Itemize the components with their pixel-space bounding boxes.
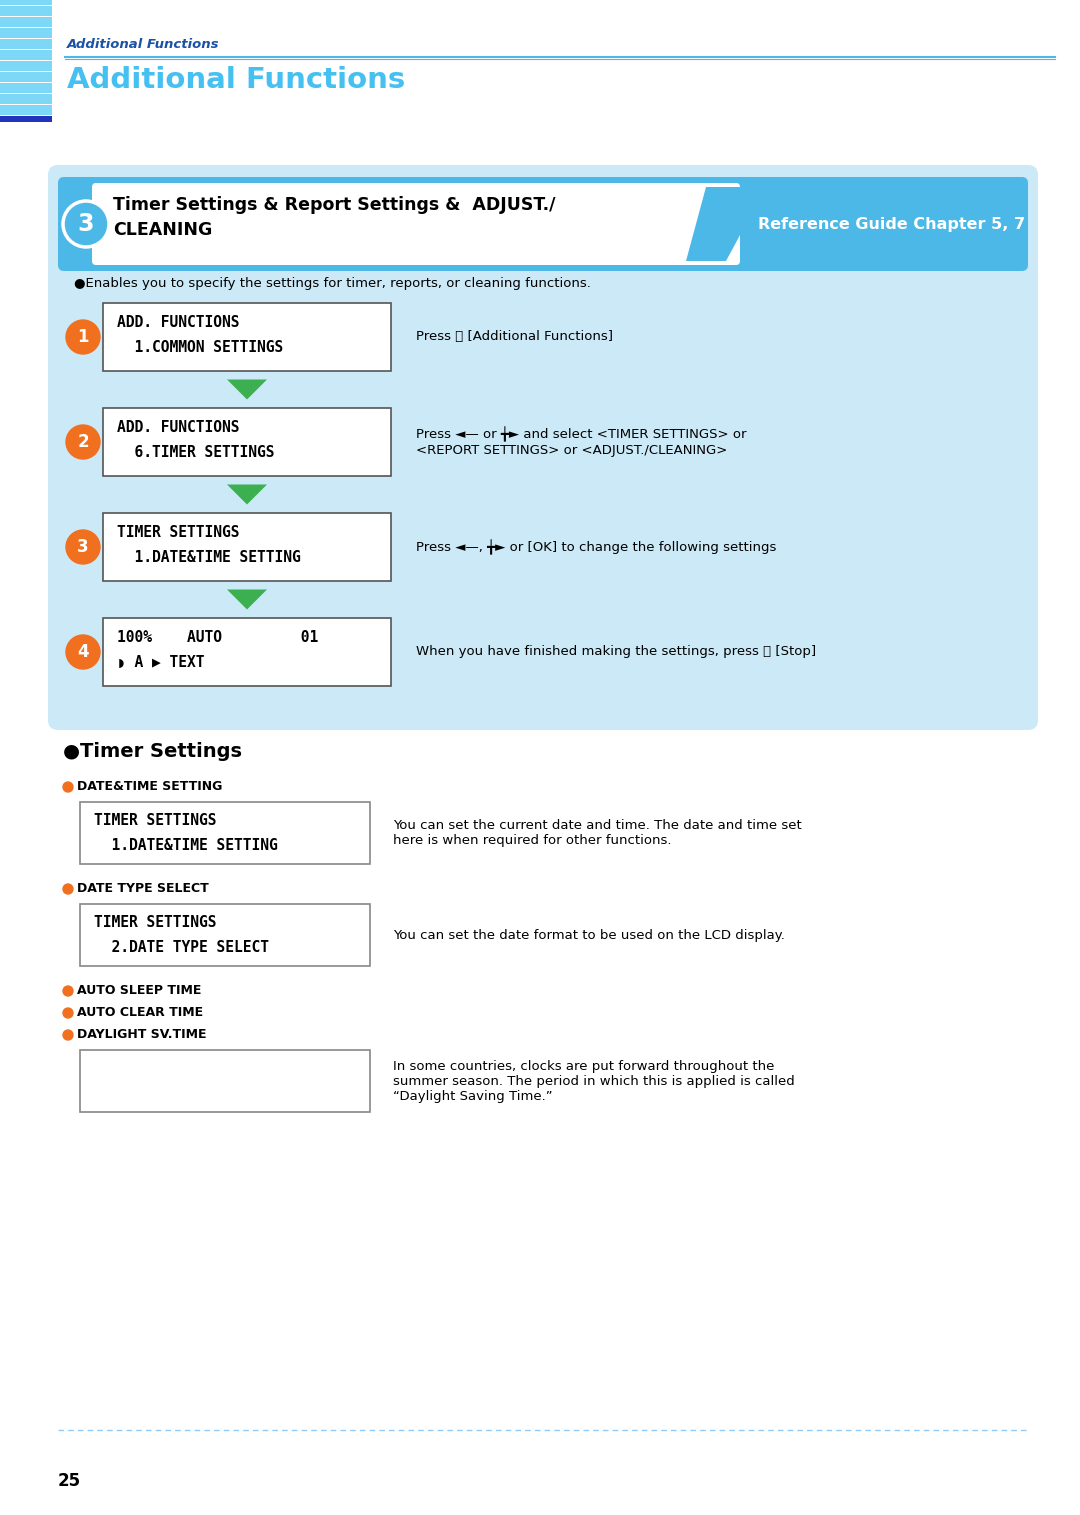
Bar [0, 115, 52, 121]
Text: TIMER SETTINGS: TIMER SETTINGS [94, 915, 216, 930]
Text: DATE&TIME SETTING: DATE&TIME SETTING [77, 780, 222, 792]
Text: 4: 4 [77, 642, 89, 661]
Circle shape [63, 782, 73, 792]
FancyBboxPatch shape [58, 177, 1028, 271]
Bar [0, 0, 52, 5]
Circle shape [66, 530, 100, 564]
Text: 100%    AUTO         01: 100% AUTO 01 [117, 630, 319, 645]
Text: TIMER SETTINGS: TIMER SETTINGS [117, 526, 240, 539]
Bar [0, 17, 52, 21]
Text: CLEANING: CLEANING [113, 221, 213, 239]
Text: ADD. FUNCTIONS: ADD. FUNCTIONS [117, 315, 240, 330]
Bar [0, 6, 52, 11]
Bar [0, 11, 52, 17]
Circle shape [66, 635, 100, 670]
Text: In some countries, clocks are put forward throughout the
summer season. The peri: In some countries, clocks are put forwar… [393, 1060, 795, 1103]
Circle shape [63, 1030, 73, 1039]
FancyBboxPatch shape [92, 183, 740, 265]
Bar [0, 67, 52, 71]
Text: 1.DATE&TIME SETTING: 1.DATE&TIME SETTING [94, 838, 278, 853]
Text: ◗ A ▶ TEXT: ◗ A ▶ TEXT [117, 654, 204, 670]
Text: Press ◄—, ╈► or [OK] to change the following settings: Press ◄—, ╈► or [OK] to change the follo… [416, 539, 777, 554]
Text: ADD. FUNCTIONS: ADD. FUNCTIONS [117, 420, 240, 435]
Circle shape [66, 426, 100, 459]
Text: DAYLIGHT SV.TIME: DAYLIGHT SV.TIME [77, 1029, 206, 1041]
Bar [0, 71, 52, 76]
Bar [0, 61, 52, 65]
Bar [0, 115, 52, 123]
Circle shape [63, 201, 109, 247]
Text: AUTO SLEEP TIME: AUTO SLEEP TIME [77, 985, 201, 997]
Text: Reference Guide Chapter 5, 7: Reference Guide Chapter 5, 7 [758, 217, 1025, 232]
Circle shape [63, 986, 73, 995]
Circle shape [66, 320, 100, 355]
Text: 2: 2 [77, 433, 89, 451]
Circle shape [63, 1007, 73, 1018]
Text: 1.DATE&TIME SETTING: 1.DATE&TIME SETTING [117, 550, 300, 565]
Text: DATE TYPE SELECT: DATE TYPE SELECT [77, 882, 208, 895]
Bar [0, 33, 52, 38]
Polygon shape [227, 485, 267, 504]
Bar [0, 23, 52, 27]
Polygon shape [227, 379, 267, 400]
Bar [0, 38, 52, 44]
Bar [0, 77, 52, 82]
Bar [0, 105, 52, 109]
Bar [0, 27, 52, 32]
Bar [80, 801, 370, 864]
Text: 2.DATE TYPE SELECT: 2.DATE TYPE SELECT [94, 939, 269, 954]
Bar [0, 55, 52, 61]
FancyBboxPatch shape [48, 165, 1038, 730]
Text: 1: 1 [78, 329, 89, 345]
Text: Timer Settings & Report Settings &  ADJUST./: Timer Settings & Report Settings & ADJUS… [113, 195, 555, 214]
Bar [0, 44, 52, 48]
Bar [80, 904, 370, 967]
Text: Press ◄— or ╈► and select <TIMER SETTINGS> or
<REPORT SETTINGS> or <ADJUST./CLEA: Press ◄— or ╈► and select <TIMER SETTING… [416, 427, 746, 458]
Text: Additional Functions: Additional Functions [67, 67, 405, 94]
Text: 3: 3 [77, 538, 89, 556]
Bar [0, 94, 52, 98]
Text: TIMER SETTINGS: TIMER SETTINGS [94, 814, 216, 829]
Text: 25: 25 [58, 1473, 81, 1489]
Circle shape [63, 883, 73, 894]
Text: You can set the date format to be used on the LCD display.: You can set the date format to be used o… [393, 929, 785, 941]
Text: You can set the current date and time. The date and time set
here is when requir: You can set the current date and time. T… [393, 820, 801, 847]
Text: Press Ⓡ [Additional Functions]: Press Ⓡ [Additional Functions] [416, 330, 613, 344]
Bar [103, 618, 391, 686]
Text: Additional Functions: Additional Functions [67, 38, 219, 52]
Text: ●Enables you to specify the settings for timer, reports, or cleaning functions.: ●Enables you to specify the settings for… [75, 277, 591, 289]
Bar [0, 82, 52, 88]
Polygon shape [686, 186, 766, 261]
Text: ●Timer Settings: ●Timer Settings [63, 742, 242, 761]
Polygon shape [227, 589, 267, 609]
Text: 1.COMMON SETTINGS: 1.COMMON SETTINGS [117, 339, 283, 355]
Bar [103, 303, 391, 371]
Bar [0, 98, 52, 105]
Bar [0, 88, 52, 92]
Text: 3: 3 [78, 212, 94, 236]
Text: 6.TIMER SETTINGS: 6.TIMER SETTINGS [117, 445, 274, 461]
Bar [103, 408, 391, 476]
Bar [0, 111, 52, 115]
Text: When you have finished making the settings, press Ⓢ [Stop]: When you have finished making the settin… [416, 645, 816, 659]
Bar [80, 1050, 370, 1112]
Bar [103, 514, 391, 580]
Text: AUTO CLEAR TIME: AUTO CLEAR TIME [77, 1006, 203, 1020]
Bar [0, 50, 52, 55]
